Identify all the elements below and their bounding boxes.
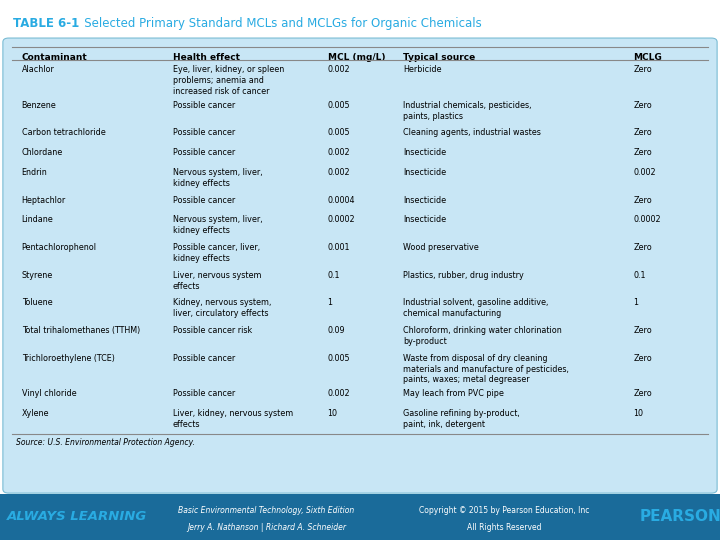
Text: Wood preservative: Wood preservative [403, 243, 479, 252]
Text: Chloroform, drinking water chlorination
by-product: Chloroform, drinking water chlorination … [403, 326, 562, 346]
Text: 0.002: 0.002 [328, 65, 350, 74]
Text: Health effect: Health effect [173, 53, 240, 62]
Text: Nervous system, liver,
kidney effects: Nervous system, liver, kidney effects [173, 168, 262, 188]
Text: ALWAYS LEARNING: ALWAYS LEARNING [7, 510, 148, 523]
Text: Possible cancer: Possible cancer [173, 148, 235, 157]
Text: 0.0002: 0.0002 [634, 215, 661, 225]
Text: 0.002: 0.002 [328, 168, 350, 177]
Text: Total trihalomethanes (TTHM): Total trihalomethanes (TTHM) [22, 326, 140, 335]
Text: Insecticide: Insecticide [403, 168, 446, 177]
Text: 1: 1 [634, 299, 639, 307]
Text: Zero: Zero [634, 195, 652, 205]
Text: Vinyl chloride: Vinyl chloride [22, 389, 76, 399]
Text: Nervous system, liver,
kidney effects: Nervous system, liver, kidney effects [173, 215, 262, 235]
Text: 10: 10 [328, 409, 338, 418]
Text: 0.1: 0.1 [634, 271, 646, 280]
Text: 0.005: 0.005 [328, 129, 350, 138]
Text: Herbicide: Herbicide [403, 65, 441, 74]
Text: PEARSON: PEARSON [639, 509, 720, 524]
Text: MCLG: MCLG [634, 53, 662, 62]
Text: Zero: Zero [634, 129, 652, 138]
Text: Gasoline refining by-product,
paint, ink, detergent: Gasoline refining by-product, paint, ink… [403, 409, 520, 429]
Text: Eye, liver, kidney, or spleen
problems; anemia and
increased risk of cancer: Eye, liver, kidney, or spleen problems; … [173, 65, 284, 96]
Text: Plastics, rubber, drug industry: Plastics, rubber, drug industry [403, 271, 524, 280]
Text: Jerry A. Nathanson | Richard A. Schneider: Jerry A. Nathanson | Richard A. Schneide… [187, 523, 346, 532]
Text: Contaminant: Contaminant [22, 53, 87, 62]
Text: Chlordane: Chlordane [22, 148, 63, 157]
Text: Possible cancer risk: Possible cancer risk [173, 326, 252, 335]
Text: Possible cancer: Possible cancer [173, 195, 235, 205]
Text: Possible cancer: Possible cancer [173, 389, 235, 399]
Text: 0.09: 0.09 [328, 326, 345, 335]
Text: Carbon tetrachloride: Carbon tetrachloride [22, 129, 105, 138]
Text: Possible cancer, liver,
kidney effects: Possible cancer, liver, kidney effects [173, 243, 260, 263]
Text: Zero: Zero [634, 243, 652, 252]
Text: Zero: Zero [634, 389, 652, 399]
Text: Basic Environmental Technology, Sixth Edition: Basic Environmental Technology, Sixth Ed… [179, 505, 354, 515]
Text: Zero: Zero [634, 354, 652, 363]
Text: Industrial solvent, gasoline additive,
chemical manufacturing: Industrial solvent, gasoline additive, c… [403, 299, 549, 318]
Text: 0.002: 0.002 [328, 148, 350, 157]
Text: Endrin: Endrin [22, 168, 48, 177]
Text: 0.0002: 0.0002 [328, 215, 355, 225]
Text: All Rights Reserved: All Rights Reserved [467, 523, 541, 532]
Text: Zero: Zero [634, 326, 652, 335]
Text: 0.0004: 0.0004 [328, 195, 355, 205]
Text: Pentachlorophenol: Pentachlorophenol [22, 243, 96, 252]
Text: Xylene: Xylene [22, 409, 49, 418]
Text: 0.1: 0.1 [328, 271, 340, 280]
Text: Styrene: Styrene [22, 271, 53, 280]
Text: 0.005: 0.005 [328, 101, 350, 110]
Text: Source: U.S. Environmental Protection Agency.: Source: U.S. Environmental Protection Ag… [16, 438, 194, 447]
Text: Possible cancer: Possible cancer [173, 101, 235, 110]
Text: 0.005: 0.005 [328, 354, 350, 363]
Text: 0.002: 0.002 [328, 389, 350, 399]
Text: Zero: Zero [634, 65, 652, 74]
Text: Lindane: Lindane [22, 215, 53, 225]
Text: Insecticide: Insecticide [403, 148, 446, 157]
Text: Waste from disposal of dry cleaning
materials and manufacture of pesticides,
pai: Waste from disposal of dry cleaning mate… [403, 354, 569, 384]
Text: Industrial chemicals, pesticides,
paints, plastics: Industrial chemicals, pesticides, paints… [403, 101, 531, 120]
Text: Liver, nervous system
effects: Liver, nervous system effects [173, 271, 261, 291]
Text: Alachlor: Alachlor [22, 65, 55, 74]
Text: Benzene: Benzene [22, 101, 56, 110]
Text: Toluene: Toluene [22, 299, 53, 307]
Text: Typical source: Typical source [403, 53, 475, 62]
Text: May leach from PVC pipe: May leach from PVC pipe [403, 389, 504, 399]
Text: Possible cancer: Possible cancer [173, 354, 235, 363]
Text: MCL (mg/L): MCL (mg/L) [328, 53, 385, 62]
Text: Heptachlor: Heptachlor [22, 195, 66, 205]
Text: Trichloroethylene (TCE): Trichloroethylene (TCE) [22, 354, 114, 363]
Text: Insecticide: Insecticide [403, 215, 446, 225]
Text: 0.001: 0.001 [328, 243, 350, 252]
Text: 10: 10 [634, 409, 644, 418]
Text: Copyright © 2015 by Pearson Education, Inc: Copyright © 2015 by Pearson Education, I… [419, 505, 589, 515]
Text: Selected Primary Standard MCLs and MCLGs for Organic Chemicals: Selected Primary Standard MCLs and MCLGs… [73, 17, 482, 30]
Text: 1: 1 [328, 299, 333, 307]
Text: Kidney, nervous system,
liver, circulatory effects: Kidney, nervous system, liver, circulato… [173, 299, 271, 318]
Text: TABLE 6-1: TABLE 6-1 [13, 17, 79, 30]
Text: Zero: Zero [634, 101, 652, 110]
Text: Possible cancer: Possible cancer [173, 129, 235, 138]
Text: 0.002: 0.002 [634, 168, 656, 177]
Text: Cleaning agents, industrial wastes: Cleaning agents, industrial wastes [403, 129, 541, 138]
Text: Insecticide: Insecticide [403, 195, 446, 205]
FancyBboxPatch shape [3, 38, 717, 493]
Text: Liver, kidney, nervous system
effects: Liver, kidney, nervous system effects [173, 409, 293, 429]
Text: Zero: Zero [634, 148, 652, 157]
